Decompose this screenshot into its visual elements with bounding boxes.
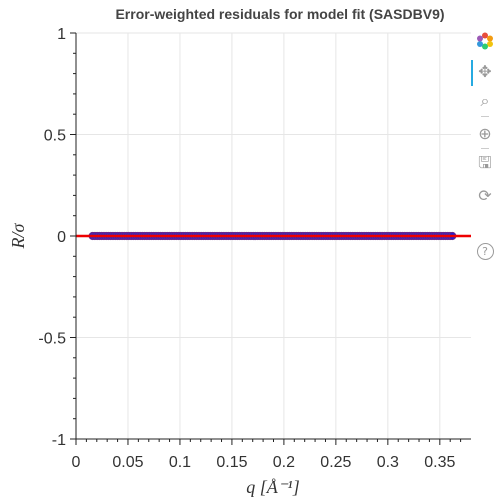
y-axis-label: R/σ <box>8 222 28 249</box>
wheel-zoom-tool-button[interactable]: ⊕ <box>472 122 498 144</box>
y-tick-label: -0.5 <box>38 331 66 348</box>
x-tick-label: 0.35 <box>424 454 455 471</box>
box-zoom-tool-button[interactable]: ⌕ <box>472 90 498 112</box>
chart-title: Error-weighted residuals for model fit (… <box>115 6 444 22</box>
pan-tool-icon: ✥ <box>478 61 492 81</box>
plot-marks <box>76 231 471 241</box>
save-tool-icon: 🖫 <box>478 152 492 172</box>
bokeh-logo-graphic <box>477 32 493 50</box>
x-tick-label: 0.2 <box>273 454 295 471</box>
x-tick-label: 0 <box>72 454 81 471</box>
y-tick-label: 0 <box>57 229 66 246</box>
x-tick-label: 0.25 <box>320 454 351 471</box>
reset-tool-button[interactable]: ⟳ <box>472 184 498 206</box>
x-tick-label: 0.1 <box>169 454 191 471</box>
y-tick-label: -1 <box>52 432 66 449</box>
help-tool-icon: ? <box>476 242 494 260</box>
save-tool-button[interactable]: 🖫 <box>472 152 498 176</box>
toolbar-separator <box>481 116 489 117</box>
y-tick-label: 1 <box>57 26 66 43</box>
reset-tool-icon: ⟳ <box>478 185 492 205</box>
x-tick-label: 0.3 <box>377 454 399 471</box>
help-tool-button[interactable]: ? <box>472 240 498 262</box>
active-tool-indicator <box>471 60 473 86</box>
bokeh-logo-icon[interactable] <box>472 30 498 52</box>
y-tick-label: 0.5 <box>44 128 66 145</box>
x-axis-label: q [Å⁻¹] <box>246 477 299 497</box>
toolbar-separator <box>481 148 489 149</box>
box-zoom-tool-icon: ⌕ <box>480 91 490 110</box>
pan-tool-button[interactable]: ✥ <box>471 60 498 86</box>
x-tick-label: 0.05 <box>112 454 143 471</box>
wheel-zoom-tool-icon: ⊕ <box>478 123 492 143</box>
axes: 0 0.05 0.1 0.15 0.2 0.25 0.3 0.35 -1 -0.5 0 0.5 1 <box>38 26 471 471</box>
x-tick-label: 0.15 <box>216 454 247 471</box>
